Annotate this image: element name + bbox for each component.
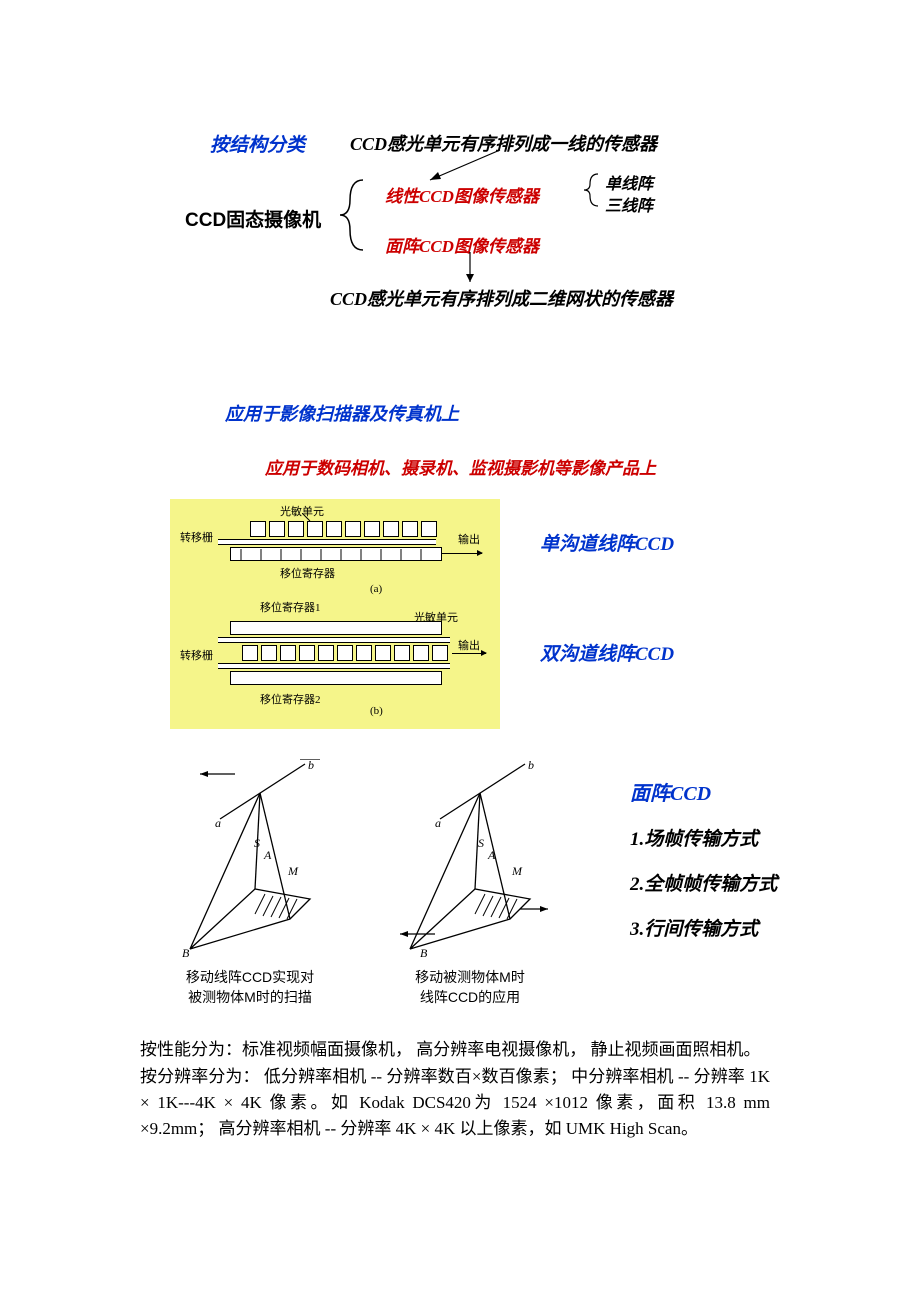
lbl-transfer-a: 转移栅 <box>180 529 213 545</box>
sketch-1-caption: 移动线阵CCD实现对 被测物体M时的扫描 <box>160 968 340 1007</box>
lbl-transfer-b: 转移栅 <box>180 647 213 663</box>
out-arrow-a <box>442 553 482 554</box>
transfer-gate-a <box>218 539 436 545</box>
transfer-gate-b1 <box>218 637 450 643</box>
out-arrow-b <box>452 653 486 654</box>
sk2-B: B <box>420 946 428 959</box>
shift-reg-b2 <box>230 671 442 685</box>
lbl-shift1: 移位寄存器1 <box>260 599 321 615</box>
sketch-2: a b S A M B 移动被测物体M时 线阵CCD的应用 <box>380 759 560 1007</box>
linear-ccd-diagram: 光敏单元 转移栅 <box>170 499 770 729</box>
sk1-B: B <box>182 946 190 959</box>
sk2-M: M <box>511 864 523 878</box>
cap1a: 移动线阵CCD实现对 <box>186 969 314 985</box>
ccd-cells-b <box>242 645 448 661</box>
sk1-b: b <box>308 759 314 772</box>
paragraph-1: 按性能分为：标准视频幅面摄像机， 高分辨率电视摄像机， 静止视频画面照相机。 <box>140 1037 770 1063</box>
tree-root: CCD固态摄像机 <box>185 205 321 232</box>
classification-tree: 按结构分类 CCD感光单元有序排列成一线的传感器 CCD固态摄像机 线性CCD图… <box>0 130 920 390</box>
lbl-out-b: 输出 <box>458 637 480 653</box>
area-ccd-title: 面阵CCD <box>630 777 777 806</box>
tree-title: 按结构分类 <box>210 130 305 157</box>
lbl-shift2: 移位寄存器2 <box>260 691 321 707</box>
yellow-box: 光敏单元 转移栅 <box>170 499 500 729</box>
shift-reg-b1 <box>230 621 442 635</box>
area-ccd-item1: 1.场帧传输方式 <box>630 824 777 851</box>
lbl-out-a: 输出 <box>458 531 480 547</box>
cap1b: 被测物体M时的扫描 <box>188 989 312 1005</box>
shift-reg-a <box>230 547 442 561</box>
lbl-b: (b) <box>370 705 383 717</box>
sketch-row: a b S A M B 移动线阵CCD实现对 被测物体M时的扫描 <box>160 759 920 1007</box>
tree-branch1: 线性CCD图像传感器 <box>385 182 539 207</box>
area-ccd-item2: 2.全帧帧传输方式 <box>630 869 777 896</box>
tree-branch2: 面阵CCD图像传感器 <box>385 232 539 257</box>
sk1-A: A <box>263 848 272 862</box>
ccd-cells-a <box>250 521 437 537</box>
paragraph-2: 按分辨率分为： 低分辨率相机 -- 分辨率数百×数百像素； 中分辨率相机 -- … <box>140 1064 770 1143</box>
tree-bottom-line: CCD感光单元有序排列成二维网状的传感器 <box>330 285 673 311</box>
transfer-gate-b2 <box>218 663 450 669</box>
shift-reg-a-ticks <box>231 549 441 561</box>
sk1-S: S <box>254 836 260 850</box>
area-ccd-list: 面阵CCD 1.场帧传输方式 2.全帧帧传输方式 3.行间传输方式 <box>630 759 777 959</box>
sketch-1: a b S A M B 移动线阵CCD实现对 被测物体M时的扫描 <box>160 759 340 1007</box>
area-ccd-item3: 3.行间传输方式 <box>630 914 777 941</box>
cap2a: 移动被测物体M时 <box>415 969 525 985</box>
sk1-a: a <box>215 816 221 830</box>
sk2-S: S <box>478 836 484 850</box>
lbl-shift-a: 移位寄存器 <box>280 565 335 581</box>
sketch-2-caption: 移动被测物体M时 线阵CCD的应用 <box>380 968 560 1007</box>
tree-branch1-sub1: 单线阵 <box>605 170 653 194</box>
tree-note-blue: 应用于影像扫描器及传真机上 <box>225 400 920 426</box>
sk1-M: M <box>287 864 299 878</box>
cap2b: 线阵CCD的应用 <box>420 989 520 1005</box>
lbl-a: (a) <box>370 583 382 595</box>
yellow-right2: 双沟道线阵CCD <box>540 639 674 666</box>
yellow-right1: 单沟道线阵CCD <box>540 529 674 556</box>
document-page: 按结构分类 CCD感光单元有序排列成一线的传感器 CCD固态摄像机 线性CCD图… <box>0 0 920 1203</box>
sk2-b: b <box>528 759 534 772</box>
tree-note-red: 应用于数码相机、摄录机、监视摄影机等影像产品上 <box>265 454 920 479</box>
sk2-a: a <box>435 816 441 830</box>
tree-top-line: CCD感光单元有序排列成一线的传感器 <box>350 130 657 156</box>
sketch-2-svg: a b S A M B <box>380 759 560 959</box>
sk2-A: A <box>487 848 496 862</box>
sketch-1-svg: a b S A M B <box>160 759 340 959</box>
tree-branch1-sub2: 三线阵 <box>605 192 653 216</box>
